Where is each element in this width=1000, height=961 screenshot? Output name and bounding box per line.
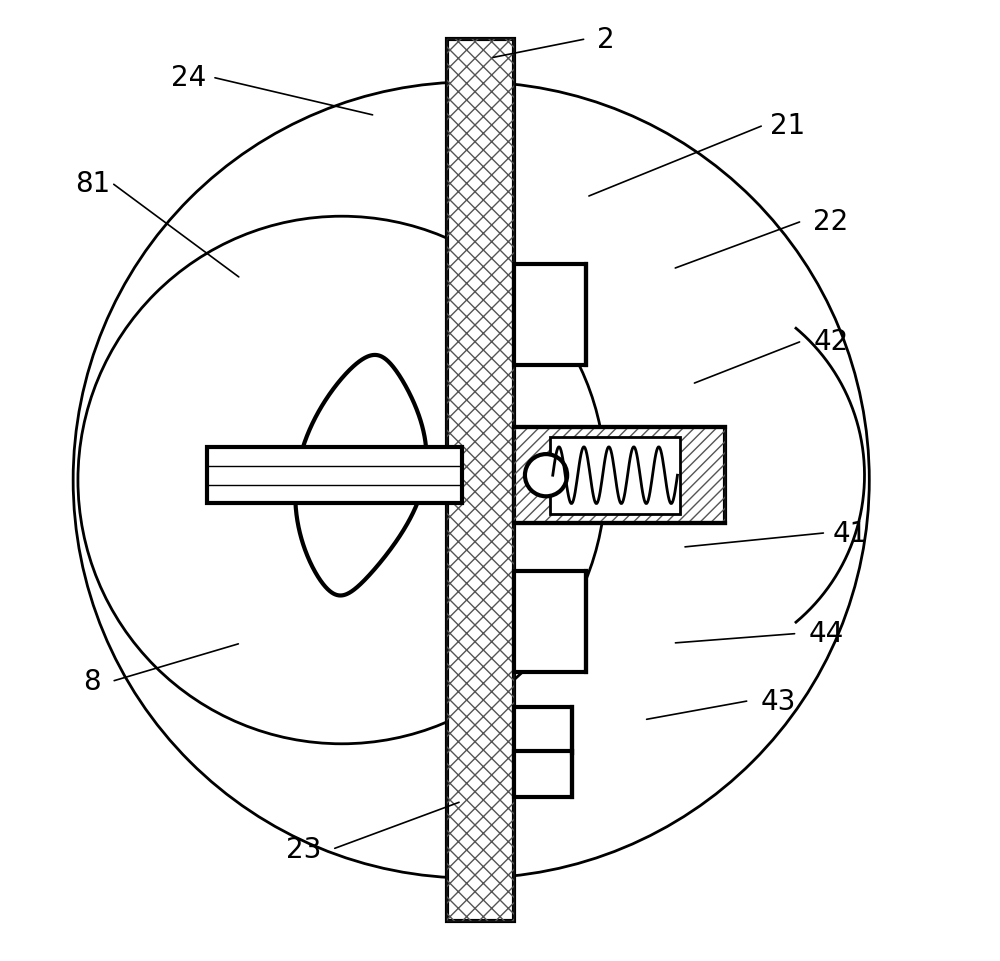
Bar (514, 265, 586, 365)
Text: 81: 81 (75, 169, 110, 197)
Bar (207, 448, 462, 504)
Text: 43: 43 (760, 687, 796, 715)
Bar (550, 437, 680, 514)
Text: 42: 42 (813, 328, 849, 356)
Bar (514, 428, 725, 524)
Text: 24: 24 (171, 64, 206, 92)
Text: 44: 44 (809, 620, 844, 648)
Bar (514, 707, 572, 753)
Text: 23: 23 (286, 835, 321, 863)
Text: 2: 2 (597, 26, 614, 54)
Circle shape (525, 455, 567, 497)
Bar (447, 39, 514, 922)
Text: 21: 21 (770, 112, 805, 140)
Bar (514, 572, 586, 672)
Bar (447, 39, 514, 922)
Bar (514, 428, 725, 524)
Bar (514, 751, 572, 797)
Text: 22: 22 (813, 208, 849, 235)
Text: 8: 8 (84, 668, 101, 696)
Text: 41: 41 (832, 519, 868, 547)
